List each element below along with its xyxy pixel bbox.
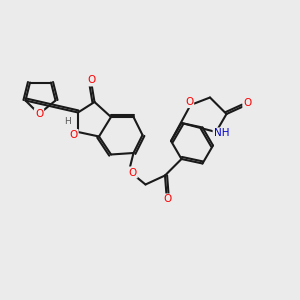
- Text: O: O: [185, 97, 193, 107]
- Text: O: O: [69, 130, 78, 140]
- Text: NH: NH: [214, 128, 229, 139]
- Text: H: H: [64, 117, 71, 126]
- Text: O: O: [128, 167, 137, 178]
- Text: O: O: [164, 194, 172, 205]
- Text: O: O: [87, 75, 96, 85]
- Text: O: O: [35, 109, 43, 119]
- Text: O: O: [243, 98, 252, 109]
